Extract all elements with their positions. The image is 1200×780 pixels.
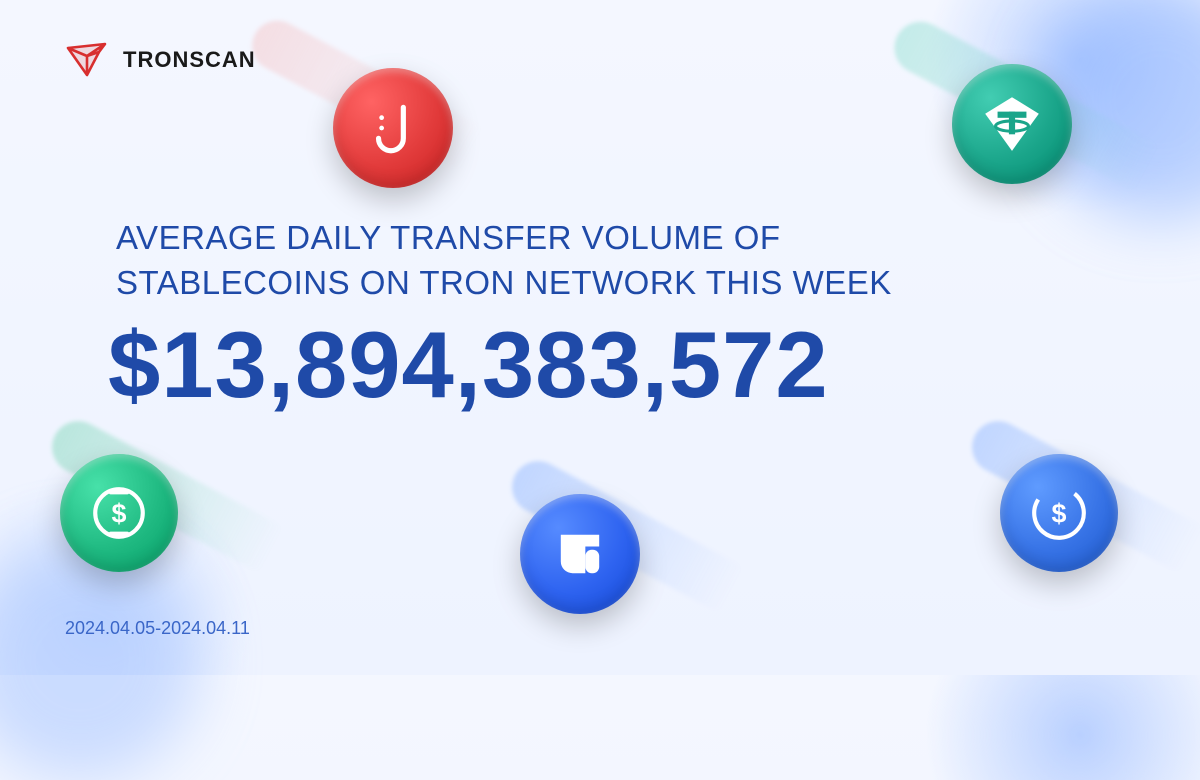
svg-text:$: $ [112,498,127,528]
tether-coin-icon [952,64,1072,184]
date-range: 2024.04.05-2024.04.11 [65,618,250,639]
headline-line2: STABLECOINS ON TRON NETWORK THIS WEEK [116,261,1130,306]
usdc-coin-icon: $ [1000,454,1118,572]
tusd-coin-icon [520,494,640,614]
brand-name: TRONSCAN [123,47,256,73]
tronscan-logo-icon [65,42,109,78]
headline-line1: AVERAGE DAILY TRANSFER VOLUME OF [116,216,1130,261]
usdj-coin-icon [333,68,453,188]
brand-logo-row: TRONSCAN [65,42,256,78]
headline-block: AVERAGE DAILY TRANSFER VOLUME OF STABLEC… [116,216,1130,305]
metric-value: $13,894,383,572 [108,318,829,412]
svg-text:$: $ [1052,498,1067,528]
usdd-coin-icon: $ [60,454,178,572]
bg-orb [0,540,200,780]
